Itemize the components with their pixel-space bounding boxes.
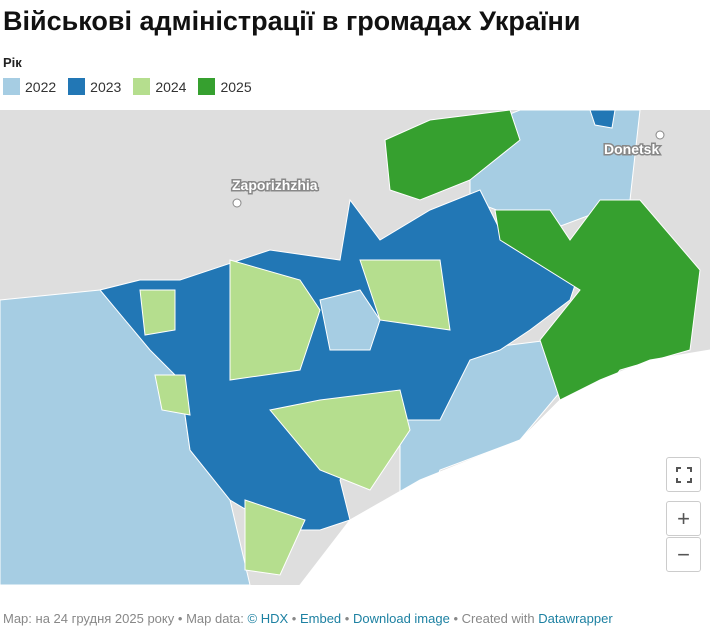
map: Zaporizhzhia Donetsk bbox=[0, 110, 710, 585]
legend-label: 2022 bbox=[25, 78, 57, 95]
region bbox=[139, 289, 176, 336]
legend-item: 2024 bbox=[133, 78, 186, 95]
legend-item: 2025 bbox=[198, 78, 252, 95]
legend: 2022 2023 2024 2025 bbox=[3, 78, 252, 95]
region bbox=[384, 110, 521, 201]
city-label: Zaporizhzhia bbox=[232, 177, 318, 193]
fullscreen-button[interactable] bbox=[666, 457, 701, 492]
fullscreen-icon bbox=[675, 466, 692, 483]
link[interactable]: © HDX bbox=[247, 611, 289, 626]
legend-label: 2025 bbox=[220, 78, 252, 95]
legend-item: 2022 bbox=[3, 78, 56, 95]
legend-swatch bbox=[3, 78, 20, 95]
sea bbox=[299, 349, 710, 585]
footer: Map: на 24 грудня 2025 року • Map data: … bbox=[3, 611, 613, 626]
footer-text: Created with bbox=[461, 611, 535, 626]
footer-note: Map: на 24 грудня 2025 року bbox=[3, 611, 175, 626]
legend-label: 2023 bbox=[90, 78, 122, 95]
legend-item: 2023 bbox=[68, 78, 121, 95]
region bbox=[269, 389, 411, 491]
link[interactable]: Datawrapper bbox=[538, 611, 613, 626]
title: Військові адміністрації в громадах Украї… bbox=[3, 6, 581, 36]
region bbox=[244, 499, 306, 576]
region bbox=[154, 374, 191, 416]
footer-text: Map data: bbox=[186, 611, 244, 626]
legend-label: 2024 bbox=[155, 78, 187, 95]
region bbox=[229, 259, 321, 381]
region bbox=[319, 289, 381, 351]
separator: • bbox=[344, 611, 350, 626]
link[interactable]: Embed bbox=[299, 611, 342, 626]
legend-swatch bbox=[198, 78, 216, 95]
separator: • bbox=[177, 611, 183, 626]
city-label: Donetsk bbox=[604, 141, 659, 157]
separator: • bbox=[291, 611, 297, 626]
separator: • bbox=[453, 611, 459, 626]
city-dot bbox=[232, 198, 242, 208]
region bbox=[359, 259, 451, 331]
legend-swatch bbox=[133, 78, 151, 95]
zoom-out-button[interactable]: − bbox=[666, 537, 701, 572]
region bbox=[589, 110, 616, 129]
zoom-in-button[interactable]: + bbox=[666, 501, 701, 536]
city-dot bbox=[655, 130, 665, 140]
legend-title: Рік bbox=[3, 55, 22, 70]
legend-swatch bbox=[68, 78, 86, 95]
link[interactable]: Download image bbox=[352, 611, 450, 626]
